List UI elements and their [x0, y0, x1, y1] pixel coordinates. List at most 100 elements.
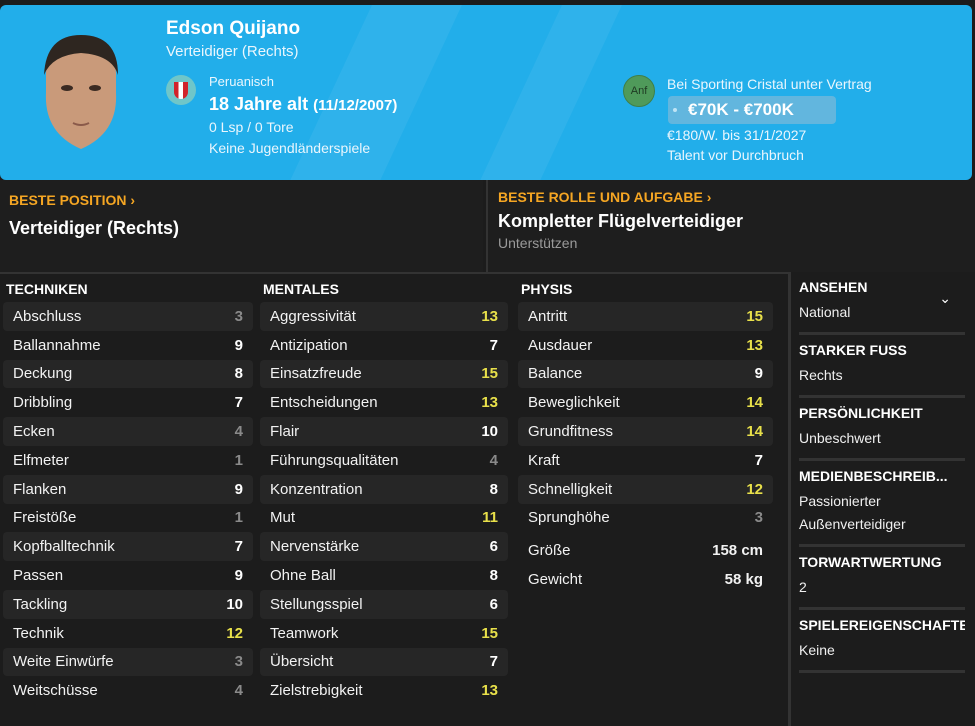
attribute-name: Ausdauer: [528, 336, 593, 354]
attribute-value: 10: [481, 423, 498, 441]
attribute-row[interactable]: Teamwork 15: [260, 619, 508, 648]
attribute-value: 4: [234, 682, 243, 700]
attribute-row[interactable]: Freistöße 1: [3, 504, 253, 533]
attribute-name: Stellungsspiel: [270, 595, 363, 613]
best-position-link[interactable]: BESTE POSITION ›: [9, 192, 136, 208]
attribute-row[interactable]: Weitschüsse 4: [3, 676, 253, 705]
attribute-name: Abschluss: [13, 307, 82, 325]
attribute-name: Tackling: [13, 595, 68, 613]
attribute-name: Aggressivität: [270, 307, 356, 325]
attribute-row[interactable]: Flair 10: [260, 417, 508, 446]
info-title: MEDIENBESCHREIB...: [799, 468, 948, 484]
attribute-value: 8: [489, 567, 498, 585]
attribute-row[interactable]: Stellungsspiel 6: [260, 589, 508, 619]
attribute-row[interactable]: Technik 12: [3, 619, 253, 648]
attribute-row[interactable]: Grundfitness 14: [518, 417, 773, 446]
caps: 0 Lsp / 0 Tore: [209, 119, 294, 135]
player-name: Edson Quijano: [166, 18, 301, 39]
attribute-row[interactable]: Sprunghöhe 3: [518, 504, 773, 533]
physis-column: PHYSIS Antritt 15 Ausdauer 13 Balance 9 Bewegli…: [518, 276, 773, 594]
attribute-value: 14: [746, 423, 763, 441]
attribute-row[interactable]: Schnelligkeit 12: [518, 474, 773, 504]
info-section: SPIELEREIGENSCHAFTEN Keine: [799, 610, 965, 673]
info-section: PERSÖNLICHKEIT Unbeschwert: [799, 398, 965, 461]
attribute-row[interactable]: Zielstrebigkeit 13: [260, 676, 508, 705]
attribute-row[interactable]: Elfmeter 1: [3, 446, 253, 475]
attribute-name: Grundfitness: [528, 423, 614, 441]
info-title: PERSÖNLICHKEIT: [799, 405, 923, 421]
attribute-row[interactable]: Konzentration 8: [260, 474, 508, 504]
attribute-value: 13: [481, 394, 498, 412]
attribute-value: 14: [746, 394, 763, 412]
attribute-row[interactable]: Weite Einwürfe 3: [3, 647, 253, 677]
info-value: National: [799, 304, 851, 320]
attribute-value: 15: [746, 307, 763, 325]
attribute-row[interactable]: Einsatzfreude 15: [260, 359, 508, 389]
attribute-row[interactable]: Balance 9: [518, 359, 773, 389]
attribute-name: Sprunghöhe: [528, 509, 610, 527]
info-title: ANSEHEN: [799, 279, 868, 295]
physical-stat-row: Größe 158 cm: [518, 536, 773, 565]
age: 18 Jahre alt (11/12/2007): [209, 94, 397, 115]
peru-flag-icon[interactable]: [166, 75, 196, 105]
best-role-duty: Unterstützen: [498, 235, 578, 251]
nationality: Peruanisch: [209, 74, 275, 89]
info-section: STARKER FUSS Rechts: [799, 335, 965, 398]
best-position-value: Verteidiger (Rechts): [9, 218, 180, 238]
club-badge-icon[interactable]: Anf: [623, 75, 655, 107]
age-text: 18 Jahre alt: [209, 94, 309, 114]
attribute-row[interactable]: Flanken 9: [3, 474, 253, 504]
dob: (11/12/2007): [313, 97, 398, 114]
attribute-name: Ecken: [13, 423, 55, 441]
attribute-row[interactable]: Führungsqualitäten 4: [260, 446, 508, 475]
attribute-row[interactable]: Kopfballtechnik 7: [3, 532, 253, 562]
ansehen-dropdown-icon[interactable]: ⌄: [939, 290, 951, 306]
attribute-row[interactable]: Übersicht 7: [260, 647, 508, 677]
attribute-value: 9: [234, 336, 243, 354]
info-title: TORWARTWERTUNG: [799, 554, 942, 570]
attribute-row[interactable]: Passen 9: [3, 561, 253, 590]
attribute-value: 7: [754, 451, 763, 469]
attribute-name: Technik: [13, 624, 64, 642]
physical-stat-row: Gewicht 58 kg: [518, 565, 773, 594]
club-contract[interactable]: Bei Sporting Cristal unter Vertrag: [667, 76, 872, 92]
attribute-row[interactable]: Mut 11: [260, 504, 508, 533]
attribute-name: Führungsqualitäten: [270, 451, 399, 469]
attribute-row[interactable]: Abschluss 3: [3, 302, 253, 331]
attribute-name: Dribbling: [13, 394, 73, 412]
attribute-row[interactable]: Aggressivität 13: [260, 302, 508, 331]
attribute-name: Freistöße: [13, 509, 77, 527]
attribute-name: Kopfballtechnik: [13, 538, 115, 556]
attribute-row[interactable]: Ohne Ball 8: [260, 561, 508, 590]
attribute-row[interactable]: Antritt 15: [518, 302, 773, 331]
player-header: Edson Quijano Verteidiger (Rechts) Perua…: [0, 5, 972, 180]
attribute-row[interactable]: Antizipation 7: [260, 331, 508, 360]
attribute-row[interactable]: Tackling 10: [3, 589, 253, 619]
attribute-name: Nervenstärke: [270, 538, 360, 556]
attribute-row[interactable]: Kraft 7: [518, 446, 773, 475]
stat-value: 58 kg: [724, 571, 763, 589]
attribute-row[interactable]: Nervenstärke 6: [260, 532, 508, 562]
attribute-row[interactable]: Ballannahme 9: [3, 331, 253, 360]
techniken-column: TECHNIKEN Abschluss 3 Ballannahme 9 Deckung 8 D…: [3, 276, 253, 705]
attribute-value: 7: [489, 336, 498, 354]
attribute-value: 10: [226, 595, 243, 613]
best-role-panel: BESTE ROLLE UND AUFGABE › Kompletter Flü…: [486, 180, 975, 272]
attribute-name: Antritt: [528, 307, 568, 325]
attribute-row[interactable]: Beweglichkeit 14: [518, 388, 773, 417]
attribute-row[interactable]: Ausdauer 13: [518, 331, 773, 360]
attribute-row[interactable]: Dribbling 7: [3, 388, 253, 417]
best-role-link[interactable]: BESTE ROLLE UND AUFGABE ›: [498, 189, 712, 205]
attribute-name: Balance: [528, 365, 583, 383]
wage: €180/W. bis 31/1/2027: [667, 127, 807, 143]
attribute-row[interactable]: Entscheidungen 13: [260, 388, 508, 417]
info-section: TORWARTWERTUNG 2: [799, 547, 965, 610]
info-sidebar: ⌄ ANSEHEN National STARKER FUSS Rechts PERSÖ…: [788, 272, 975, 726]
attribute-value: 9: [234, 567, 243, 585]
attribute-row[interactable]: Ecken 4: [3, 417, 253, 446]
attribute-row[interactable]: Deckung 8: [3, 359, 253, 389]
attribute-name: Weite Einwürfe: [13, 653, 114, 671]
attribute-value: 3: [234, 307, 243, 325]
attribute-value: 13: [481, 307, 498, 325]
attribute-value: 1: [234, 451, 243, 469]
